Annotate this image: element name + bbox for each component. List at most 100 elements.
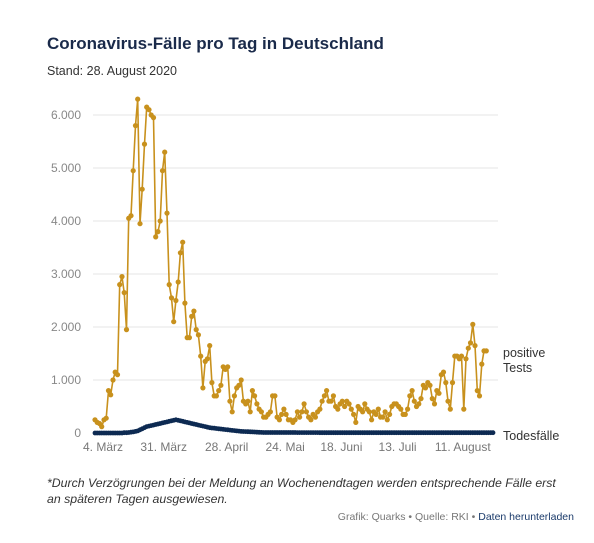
data-point (186, 335, 192, 341)
y-tick-label: 1.000 (51, 373, 81, 387)
data-point (297, 414, 303, 420)
y-tick-label: 0 (74, 426, 81, 440)
data-point (146, 107, 152, 113)
data-point (276, 417, 282, 423)
data-point (195, 332, 201, 338)
data-point (173, 297, 179, 304)
data-point (182, 300, 188, 306)
data-point (108, 392, 114, 398)
y-axis: 0 1.000 2.000 3.000 4.000 5.000 6.000 (51, 108, 81, 440)
data-point (267, 409, 273, 415)
data-point (218, 382, 224, 388)
data-point (132, 123, 139, 129)
data-point (254, 401, 260, 407)
data-point (198, 353, 204, 359)
data-point (321, 393, 327, 399)
data-point (119, 274, 125, 280)
data-point (470, 321, 476, 327)
data-point (114, 372, 121, 378)
data-point (272, 393, 278, 399)
data-point (249, 388, 255, 394)
data-point (405, 406, 411, 412)
data-point (476, 393, 483, 399)
label-todesfaelle: Todesfälle (503, 429, 559, 443)
data-point (281, 406, 287, 412)
data-point (225, 364, 231, 370)
data-point (353, 419, 359, 425)
data-point (166, 282, 172, 288)
series-points-todesfaelle (92, 417, 496, 436)
data-point (130, 168, 136, 174)
x-tick-label: 11. August (435, 440, 491, 454)
data-point (375, 406, 381, 412)
data-point (447, 406, 453, 412)
data-point (339, 398, 345, 404)
data-point (431, 401, 438, 407)
data-point (189, 313, 195, 319)
data-point (308, 417, 314, 423)
data-point (409, 388, 415, 394)
data-point (238, 377, 244, 383)
data-point (362, 401, 368, 407)
data-point (324, 388, 330, 394)
data-point (449, 380, 456, 386)
data-point (191, 308, 197, 314)
data-point (387, 411, 393, 417)
data-point (330, 393, 336, 399)
data-point (443, 380, 449, 386)
data-point (427, 382, 433, 388)
chart-subtitle: Stand: 28. August 2020 (47, 64, 177, 78)
data-point (429, 396, 435, 402)
data-point (159, 168, 166, 174)
data-point (99, 424, 105, 430)
x-axis: 4. März 31. März 28. April 24. Mai 18. Juni 1… (83, 440, 491, 454)
data-point (171, 319, 177, 325)
data-point (294, 409, 300, 415)
x-tick-label: 4. März (83, 440, 123, 454)
data-point (216, 388, 222, 394)
y-tick-label: 3.000 (51, 267, 81, 281)
data-point (121, 290, 127, 296)
data-point (137, 221, 143, 227)
data-point (200, 385, 206, 391)
data-point (384, 417, 390, 423)
x-tick-label: 24. Mai (265, 440, 304, 454)
data-point (292, 417, 298, 423)
credit-quelle: Quelle: RKI (415, 511, 469, 523)
data-point (319, 398, 325, 404)
download-data-link[interactable]: Daten herunterladen (478, 511, 574, 523)
data-point (283, 411, 289, 417)
footnote: *Durch Verzögrungen bei der Meldung an W… (47, 476, 556, 506)
label-positive-tests-line1: positive (503, 346, 545, 360)
data-point (360, 409, 366, 415)
data-point (213, 393, 219, 399)
y-tick-label: 4.000 (51, 214, 81, 228)
data-point (301, 401, 307, 407)
data-point (479, 361, 485, 367)
data-point (209, 380, 215, 386)
data-point (366, 409, 372, 415)
data-point (346, 401, 352, 407)
data-point (402, 411, 408, 417)
data-point (258, 409, 264, 415)
y-tick-label: 6.000 (51, 108, 81, 122)
data-point (490, 430, 496, 436)
x-tick-label: 13. Juli (379, 440, 417, 454)
data-point (279, 411, 285, 417)
data-point (229, 409, 235, 415)
data-point (436, 390, 442, 396)
data-point (328, 398, 334, 404)
data-point (465, 345, 471, 351)
data-point (155, 229, 161, 235)
x-tick-label: 28. April (205, 440, 248, 454)
data-point (348, 406, 354, 412)
data-point (458, 353, 465, 359)
data-point (236, 382, 242, 388)
data-point (422, 385, 429, 391)
data-point (335, 406, 341, 412)
series-line-positive-tests (94, 98, 487, 428)
separator: • (471, 511, 476, 523)
data-point (139, 186, 145, 192)
data-point (467, 340, 474, 346)
data-point (483, 348, 489, 354)
